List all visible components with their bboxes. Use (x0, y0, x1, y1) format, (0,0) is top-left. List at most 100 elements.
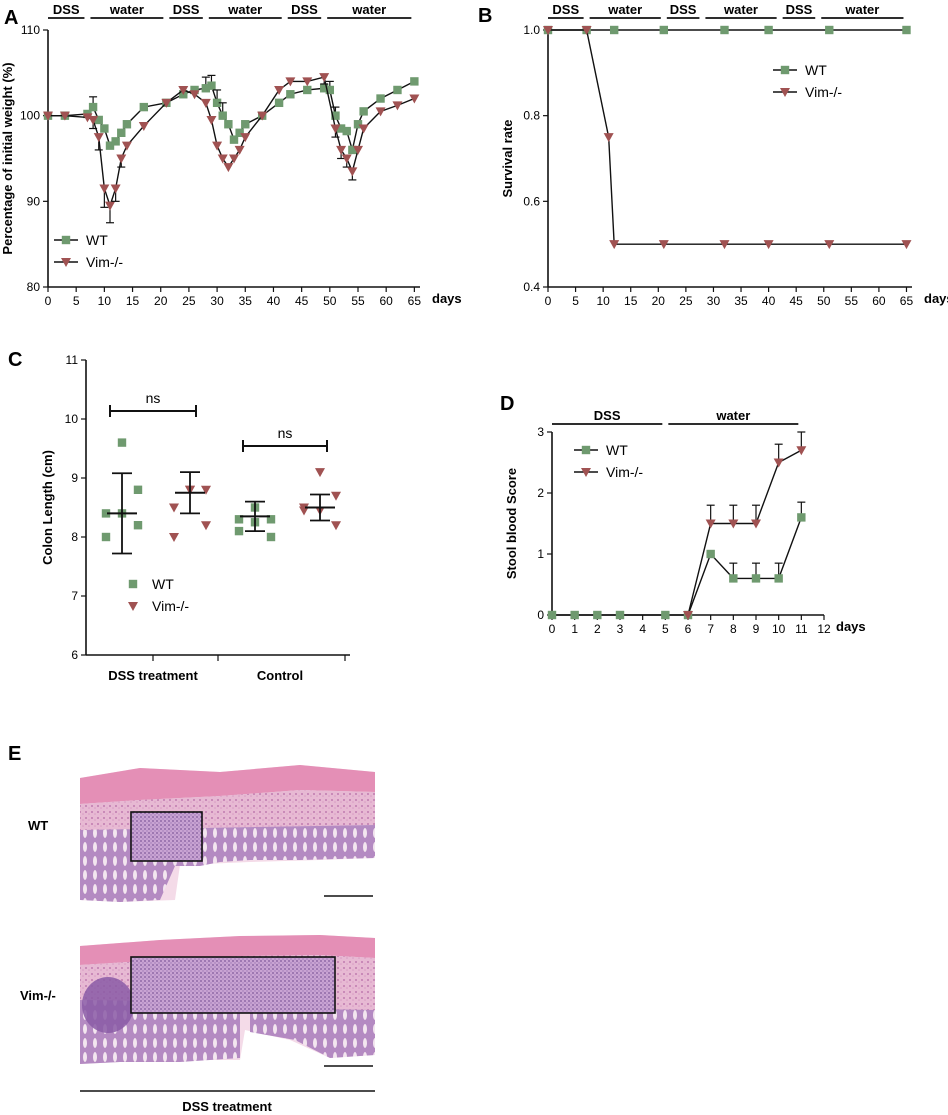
y-tick-label: 0.4 (523, 280, 540, 294)
x-tick-label: 40 (267, 294, 281, 308)
point-vim (658, 240, 669, 250)
point-vim (341, 154, 352, 164)
point-wt (615, 610, 625, 620)
phase-label: DSS (594, 408, 621, 423)
x-tick-label: 0 (549, 622, 556, 636)
histology-image-vim (80, 935, 375, 1067)
point-wt (117, 128, 126, 137)
point-vim (358, 124, 369, 134)
series-line-0 (552, 517, 802, 616)
point-vim (274, 85, 285, 95)
x-axis-title: days (924, 291, 948, 306)
phase-label: water (844, 2, 879, 17)
point-vim (299, 506, 309, 516)
y-tick-label: 90 (27, 194, 41, 208)
chart-c: 6 7 8 9 10 11 Colon Length (cm) DSS treatment Co… (40, 353, 350, 683)
phase-label: DSS (786, 2, 813, 17)
point-wt (303, 85, 312, 95)
point-vim (105, 201, 115, 211)
point-wt (201, 84, 211, 93)
x-tick-label: 60 (872, 294, 886, 308)
point-wt (286, 90, 295, 99)
point-wt (393, 85, 402, 95)
y-tick-label: 110 (21, 23, 40, 37)
point-wt (117, 438, 127, 447)
point-wt (359, 107, 368, 116)
panel-letter-d: D (500, 393, 514, 415)
point-vim (683, 611, 693, 620)
point-wt (133, 485, 143, 494)
legend-label: WT (86, 232, 108, 248)
x-tick-label: 10 (772, 622, 786, 636)
x-tick-label: 10 (98, 294, 112, 308)
point-vim (200, 98, 211, 108)
y-tick-label: 10 (65, 412, 79, 426)
y-axis-title: Colon Length (cm) (40, 450, 55, 565)
point-wt (825, 25, 834, 35)
point-vim (110, 184, 121, 194)
point-wt (729, 574, 738, 583)
point-wt (266, 515, 276, 524)
x-tick-label: 0 (45, 294, 52, 308)
point-wt (331, 111, 340, 120)
point-wt (570, 610, 579, 620)
y-tick-label: 80 (27, 280, 41, 294)
point-vim (285, 77, 296, 87)
row-label-vim: Vim-/- (20, 988, 56, 1003)
point-vim (138, 121, 149, 131)
x-tick-label: 40 (762, 294, 776, 308)
panel-letter-b: B (478, 5, 492, 27)
x-tick-label: 50 (323, 294, 337, 308)
series-line-1 (687, 449, 802, 616)
point-vim (217, 154, 228, 164)
point-vim (375, 107, 386, 117)
point-wt (139, 102, 149, 112)
y-tick-label: 9 (71, 471, 78, 485)
point-vim (229, 154, 239, 164)
phase-label: water (351, 2, 386, 17)
point-vim (201, 521, 211, 531)
legend-marker (128, 579, 138, 589)
y-tick-label: 6 (71, 648, 78, 662)
phase-label: water (109, 2, 144, 17)
y-tick-label: 8 (71, 530, 78, 544)
y-axis-title: Stool blood Score (504, 468, 519, 579)
y-axis-title: Percentage of initial weight (%) (0, 62, 15, 254)
point-wt (797, 513, 806, 522)
point-wt (235, 128, 244, 137)
x-tick-label: 8 (730, 622, 737, 636)
x-tick-label: 55 (845, 294, 859, 308)
point-wt (661, 610, 670, 620)
point-wt (234, 526, 244, 536)
point-vim (796, 446, 807, 456)
point-wt (706, 549, 715, 559)
point-vim (330, 124, 341, 134)
significance-label: ns (146, 390, 161, 406)
x-tick-label: 10 (596, 294, 610, 308)
point-wt (720, 25, 729, 35)
category-label: Control (257, 668, 303, 683)
point-vim (43, 111, 53, 121)
point-wt (319, 84, 329, 93)
x-tick-label: 65 (408, 294, 422, 308)
x-tick-label: 15 (126, 294, 140, 308)
point-vim (178, 85, 189, 95)
point-wt (593, 610, 602, 620)
point-vim (121, 141, 132, 151)
x-tick-label: 25 (679, 294, 693, 308)
x-tick-label: 0 (545, 294, 552, 308)
point-wt (353, 120, 363, 129)
x-tick-label: 45 (295, 294, 309, 308)
point-vim (257, 111, 268, 121)
x-tick-label: 45 (790, 294, 804, 308)
point-vim (824, 240, 835, 250)
x-tick-label: 5 (662, 622, 669, 636)
treatment-label: DSS treatment (182, 1099, 272, 1114)
legend-label: Vim-/- (606, 464, 643, 480)
point-vim (705, 519, 716, 529)
phase-label: water (607, 2, 642, 17)
point-wt (218, 111, 227, 120)
x-tick-label: 35 (239, 294, 253, 308)
point-wt (274, 98, 284, 108)
